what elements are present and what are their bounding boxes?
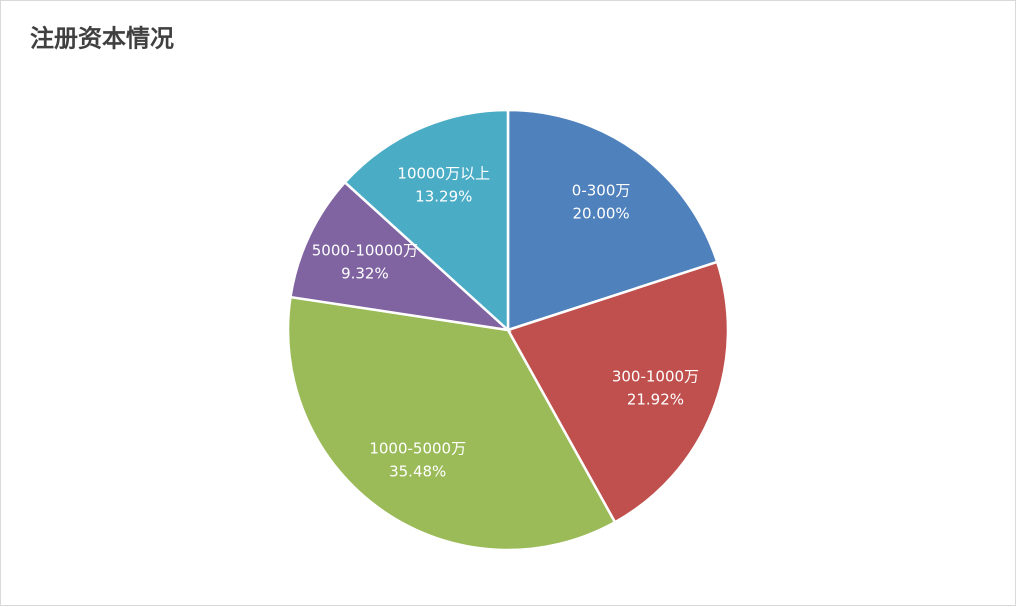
pie-slice <box>286 295 617 552</box>
slice-value-label: 21.92% <box>627 390 684 408</box>
slice-category-label: 5000-10000万 <box>312 242 418 260</box>
slice-value-label: 20.00% <box>572 204 629 222</box>
pie-slice <box>289 180 512 332</box>
slice-category-label: 0-300万 <box>572 181 631 199</box>
slice-category-label: 1000-5000万 <box>369 440 466 458</box>
slice-category-label: 10000万以上 <box>397 165 490 183</box>
pie-slice <box>506 108 719 332</box>
slice-category-label: 300-1000万 <box>612 367 699 385</box>
slice-value-label: 35.48% <box>389 463 446 481</box>
slice-value-label: 9.32% <box>341 265 389 283</box>
slice-value-label: 13.29% <box>415 188 472 206</box>
chart-title: 注册资本情况 <box>30 24 174 53</box>
pie-slice <box>343 108 510 333</box>
pie-slice <box>506 260 730 524</box>
